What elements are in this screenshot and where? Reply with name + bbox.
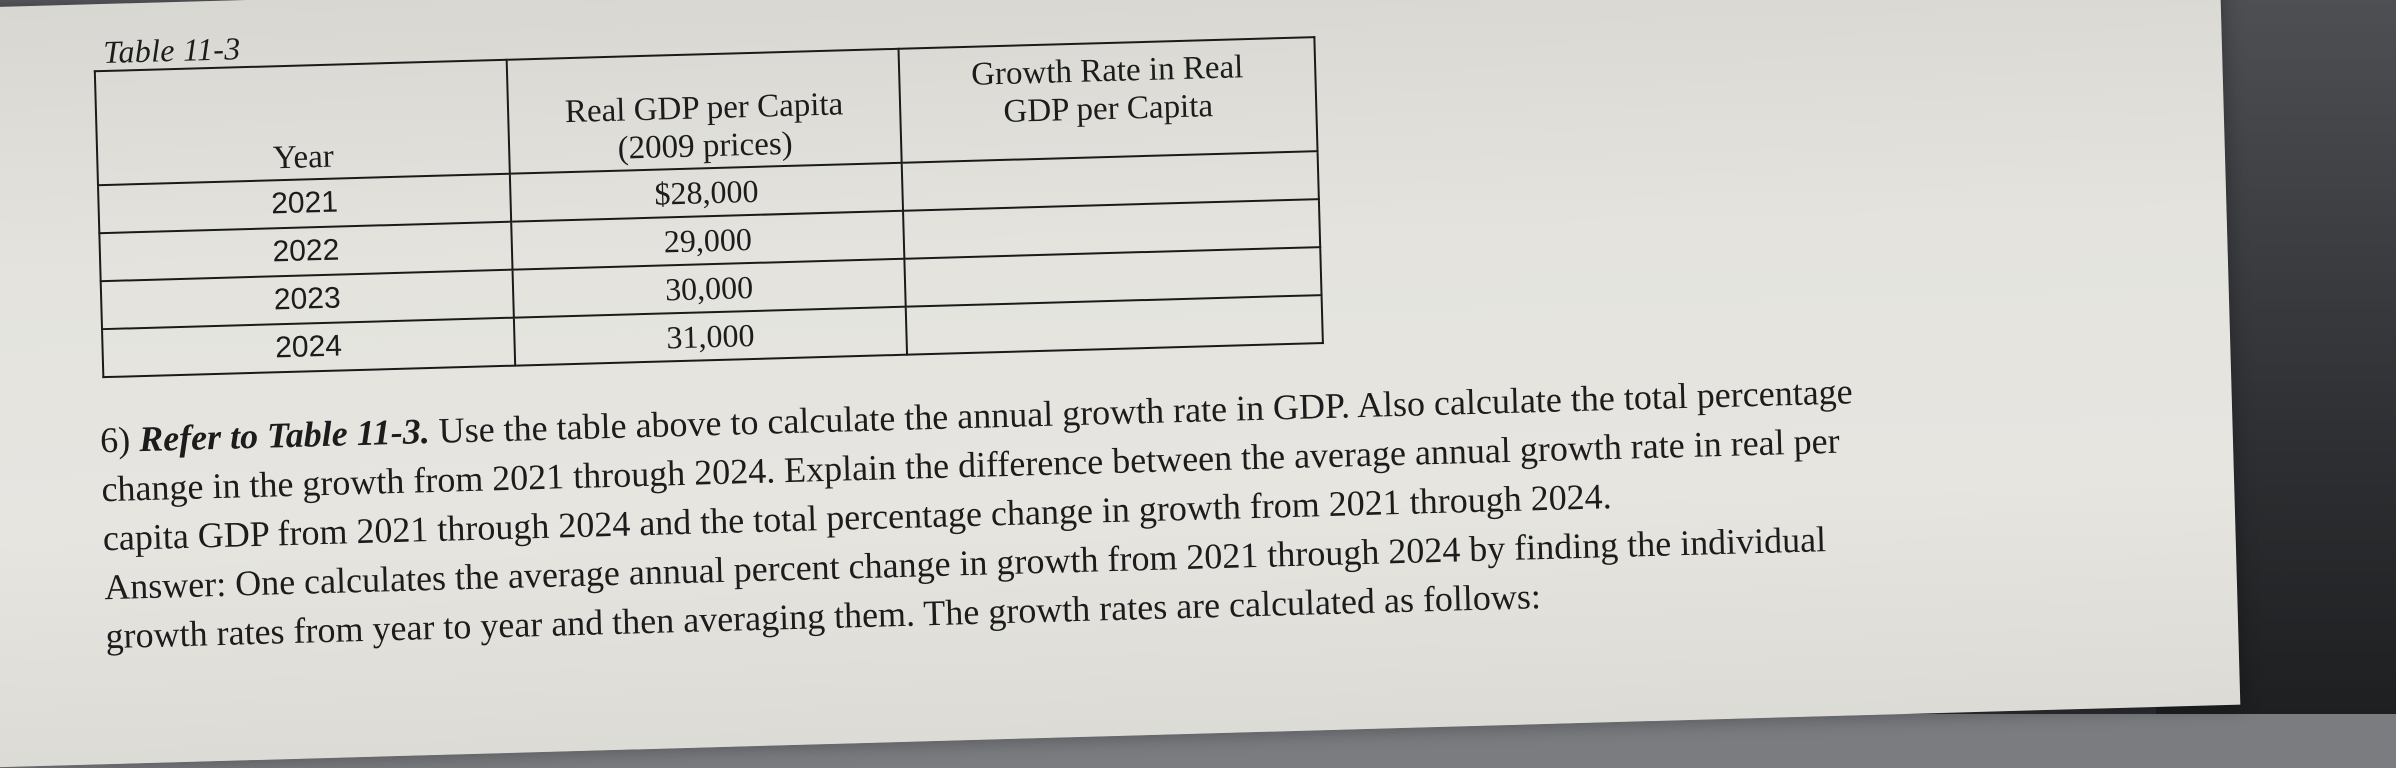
question-reference: Refer to Table 11-3. bbox=[138, 411, 431, 460]
paper-sheet: Table 11-3 Year Real GDP per Capita (200… bbox=[0, 0, 2241, 768]
cell-growth bbox=[905, 295, 1323, 355]
header-real-gdp: Real GDP per Capita (2009 prices) bbox=[506, 48, 902, 174]
cell-year: 2024 bbox=[102, 317, 516, 378]
table-caption: Table 11-3 bbox=[102, 30, 241, 71]
header-year: Year bbox=[94, 59, 510, 186]
question-block: 6) Refer to Table 11-3. Use the table ab… bbox=[99, 356, 2265, 661]
gdp-table: Year Real GDP per Capita (2009 prices) G… bbox=[94, 36, 1324, 378]
question-number: 6) bbox=[99, 419, 131, 461]
header-growth-rate: Growth Rate in Real GDP per Capita bbox=[898, 37, 1318, 163]
cell-gdp: 31,000 bbox=[513, 306, 908, 366]
